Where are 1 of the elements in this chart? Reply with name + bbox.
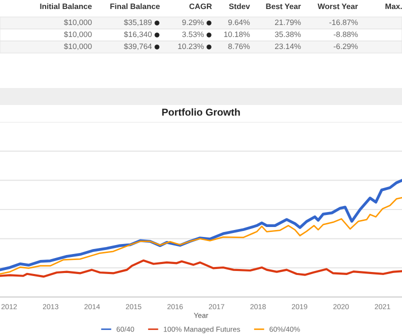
chart-title: Portfolio Growth bbox=[162, 108, 240, 116]
